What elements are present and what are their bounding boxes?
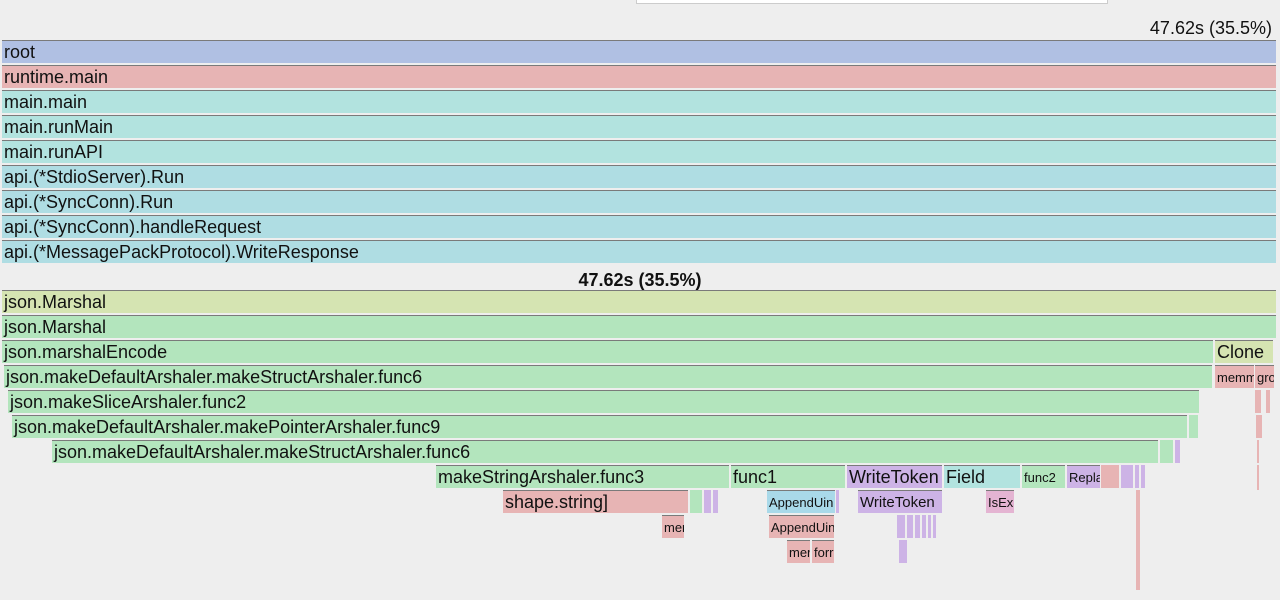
frame-memmove[interactable]: memm <box>1215 365 1254 388</box>
frame-label: gro <box>1257 370 1274 385</box>
frame-sliver[interactable] <box>1135 465 1139 488</box>
total-time: 47.62s (35.5%) <box>1149 18 1272 38</box>
frame-label: memm <box>1217 370 1254 385</box>
frame-json-marshal[interactable]: json.Marshal <box>2 315 1276 338</box>
frame-clone[interactable]: Clone <box>1215 340 1273 363</box>
frame-label: Field <box>946 467 986 487</box>
frame-shape-string[interactable]: shape.string] <box>503 490 688 513</box>
frame-struct-func6-inner[interactable]: json.makeDefaultArshaler.makeStructArsha… <box>52 440 1158 463</box>
frame-label: json.makeSliceArshaler.func2 <box>10 392 247 412</box>
frame-sliver[interactable] <box>915 515 920 538</box>
frame-struct-func6[interactable]: json.makeDefaultArshaler.makeStructArsha… <box>4 365 1212 388</box>
frame-label: AppendUin <box>771 520 834 535</box>
frame-label: makeStringArshaler.func3 <box>438 467 645 487</box>
frame-stdioserver-run[interactable]: api.(*StdioServer).Run <box>2 165 1276 188</box>
frame-main-main[interactable]: main.main <box>2 90 1276 113</box>
frame-sliver[interactable] <box>1257 465 1259 490</box>
frame-label: Clone <box>1217 342 1265 362</box>
frame-label: api.(*SyncConn).handleRequest <box>4 217 262 237</box>
frame-syncconn-run[interactable]: api.(*SyncConn).Run <box>2 190 1276 213</box>
frame-label: func2 <box>1024 470 1056 485</box>
frame-sliver[interactable] <box>922 515 926 538</box>
frame-sliver[interactable] <box>1121 465 1133 488</box>
frame-sliver[interactable] <box>933 515 936 538</box>
frame-sliver[interactable] <box>1266 390 1270 413</box>
frame-label: runtime.main <box>4 67 109 87</box>
frame-label: api.(*SyncConn).Run <box>4 192 174 212</box>
frame-form-short[interactable]: forr <box>812 540 834 563</box>
frame-sliver[interactable] <box>897 515 905 538</box>
frame-label: main.runAPI <box>4 142 104 162</box>
frame-replace[interactable]: Repla <box>1067 465 1100 488</box>
frame-label: root <box>4 42 36 62</box>
frame-isex[interactable]: IsEx <box>986 490 1014 513</box>
frame-label: main.runMain <box>4 117 114 137</box>
frame-json-marshal-outer[interactable]: json.Marshal <box>2 290 1276 313</box>
frame-label: WriteToken <box>860 494 935 511</box>
frame-label: main.main <box>4 92 88 112</box>
frame-sliver[interactable] <box>1256 415 1262 438</box>
frame-runtime-main[interactable]: runtime.main <box>2 65 1276 88</box>
search-box[interactable] <box>636 0 1108 4</box>
frame-label: mer <box>789 545 810 560</box>
frame-pointer-func9[interactable]: json.makeDefaultArshaler.makePointerArsh… <box>12 415 1187 438</box>
frame-syncconn-handlerequest[interactable]: api.(*SyncConn).handleRequest <box>2 215 1276 238</box>
frame-slice-func2[interactable]: json.makeSliceArshaler.func2 <box>8 390 1199 413</box>
frame-label: IsEx <box>988 495 1014 510</box>
frame-label: Repla <box>1069 470 1100 485</box>
frame-writeresponse[interactable]: api.(*MessagePackProtocol).WriteResponse <box>2 240 1276 263</box>
frame-sliver[interactable] <box>1257 440 1259 463</box>
frame-sliver[interactable] <box>899 540 907 563</box>
frame-func1[interactable]: func1 <box>731 465 845 488</box>
frame-label: json.makeDefaultArshaler.makeStructArsha… <box>6 367 423 387</box>
frame-label: api.(*StdioServer).Run <box>4 167 185 187</box>
frame-sliver[interactable] <box>836 490 839 513</box>
frame-label: func1 <box>733 467 778 487</box>
frame-mem-short-2[interactable]: mer <box>787 540 810 563</box>
frame-label: json.Marshal <box>4 317 107 337</box>
frame-label: json.makeDefaultArshaler.makePointerArsh… <box>14 417 441 437</box>
frame-label: mer <box>664 520 684 535</box>
frame-sliver[interactable] <box>1136 490 1140 590</box>
frame-label: AppendUin <box>769 495 834 510</box>
frame-label: json.Marshal <box>4 292 107 312</box>
frame-func2[interactable]: func2 <box>1022 465 1065 488</box>
frame-sliver[interactable] <box>713 490 718 513</box>
frame-sliver[interactable] <box>1175 440 1180 463</box>
frame-sliver[interactable] <box>1101 465 1119 488</box>
frame-sliver[interactable] <box>928 515 931 538</box>
frame-root[interactable]: root <box>2 40 1276 63</box>
frame-label: json.makeDefaultArshaler.makeStructArsha… <box>54 442 471 462</box>
frame-marshal-encode[interactable]: json.marshalEncode <box>2 340 1213 363</box>
frame-write-token-2[interactable]: WriteToken <box>858 490 942 513</box>
frame-label: json.marshalEncode <box>4 342 168 362</box>
frame-label: WriteToken <box>849 467 939 487</box>
focus-total-time: 47.62s (35.5%) <box>578 270 702 290</box>
frame-append-uint-2[interactable]: AppendUin <box>769 515 834 538</box>
frame-sliver[interactable] <box>907 515 913 538</box>
frame-sliver[interactable] <box>1160 440 1173 463</box>
frame-gro[interactable]: gro <box>1255 365 1274 388</box>
frame-sliver[interactable] <box>1189 415 1198 438</box>
frame-sliver[interactable] <box>1141 465 1145 488</box>
frame-sliver[interactable] <box>704 490 711 513</box>
frame-sliver[interactable] <box>690 490 702 513</box>
frame-append-uint-1[interactable]: AppendUin <box>767 490 835 513</box>
frame-string-func3[interactable]: makeStringArshaler.func3 <box>436 465 729 488</box>
frame-mem-short[interactable]: mer <box>662 515 684 538</box>
frame-main-runmain[interactable]: main.runMain <box>2 115 1276 138</box>
frame-label: shape.string] <box>505 492 609 512</box>
frame-label: forr <box>814 545 834 560</box>
frame-label: api.(*MessagePackProtocol).WriteResponse <box>4 242 359 262</box>
frame-main-runapi[interactable]: main.runAPI <box>2 140 1276 163</box>
frame-sliver[interactable] <box>1255 390 1261 413</box>
frame-field[interactable]: Field <box>944 465 1020 488</box>
frame-write-token[interactable]: WriteToken <box>847 465 942 488</box>
